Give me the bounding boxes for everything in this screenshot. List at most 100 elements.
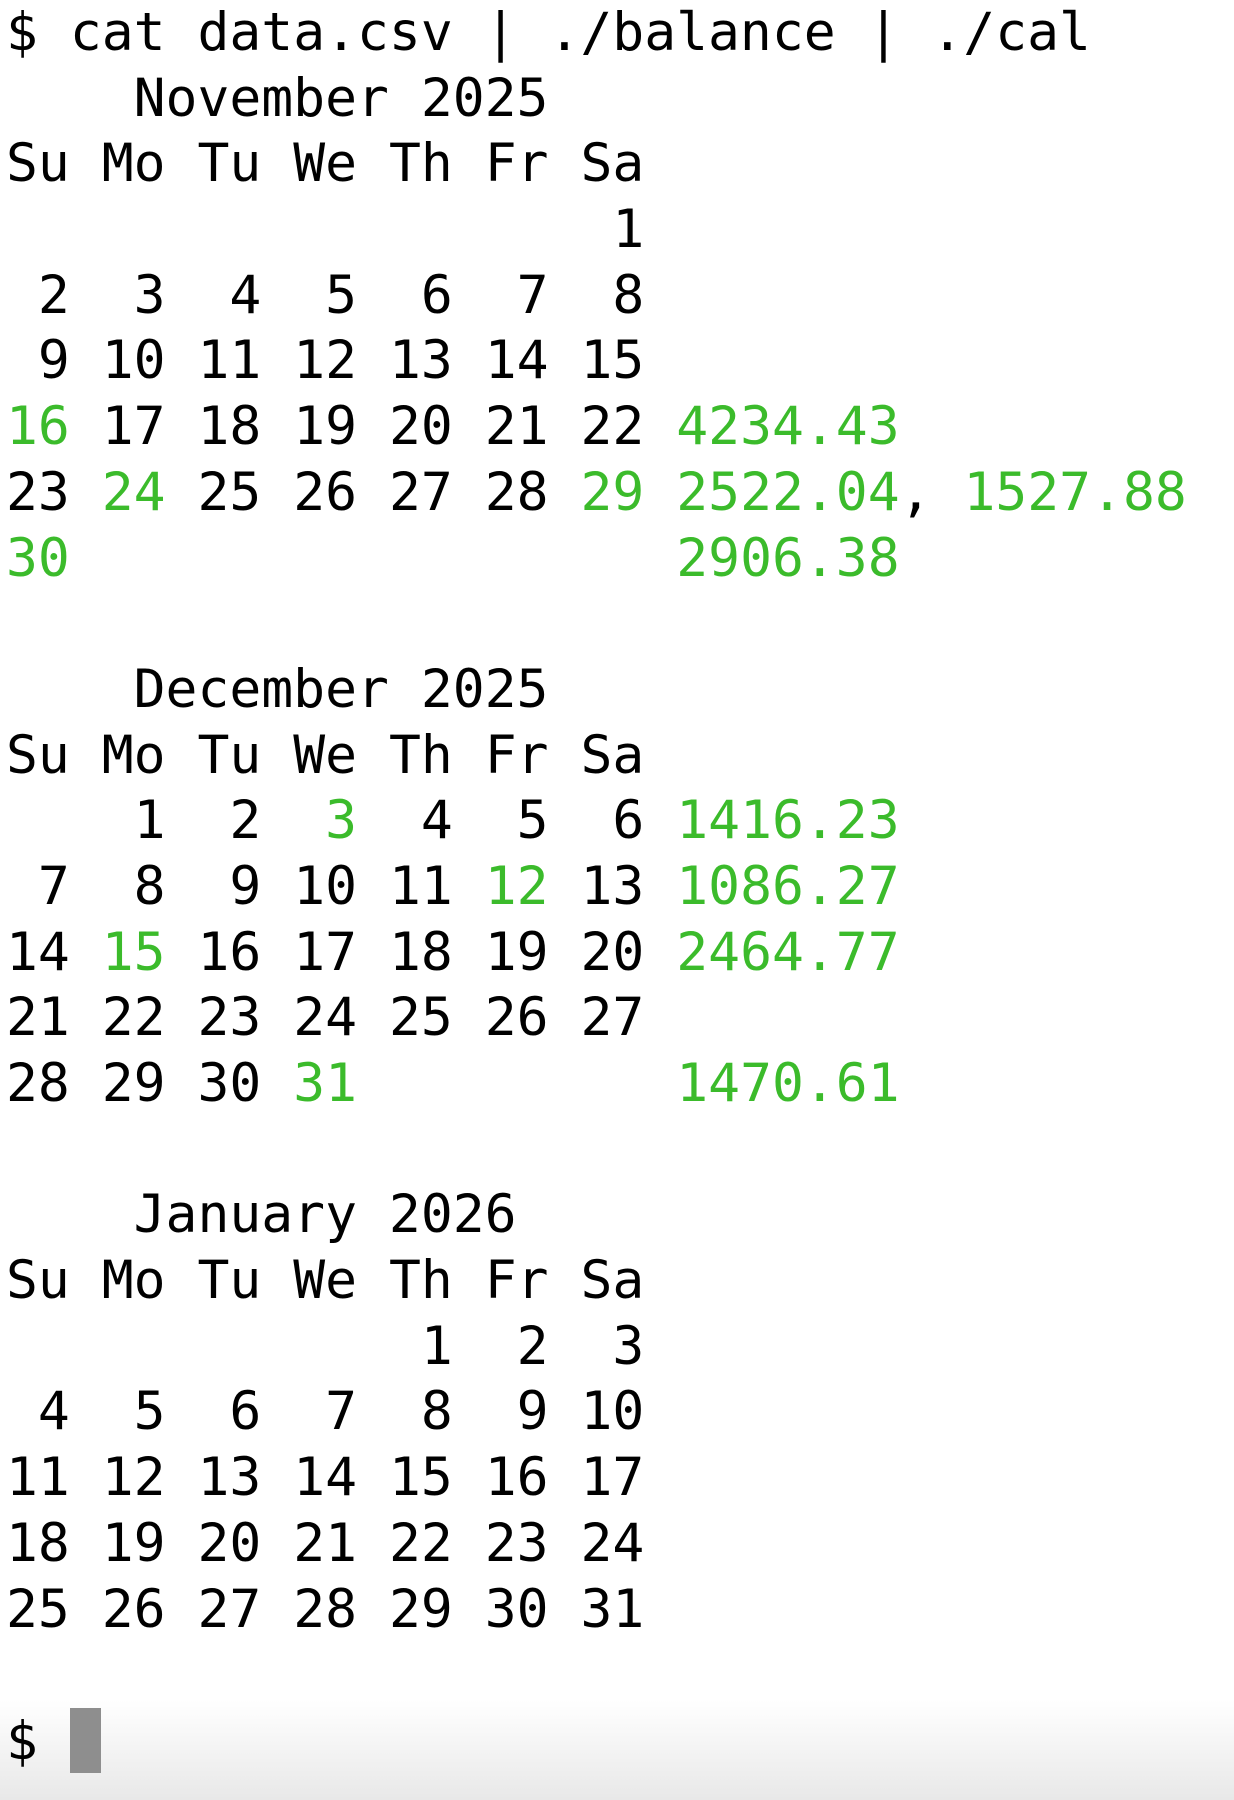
day-cell: 23 [197, 987, 262, 1049]
day-cell: 9 [197, 855, 262, 917]
balance-value: 4234.43 [676, 396, 900, 458]
week-row: 23 24 25 26 27 28 29 2522.04, 1527.88 [6, 460, 1187, 526]
weekday-label: Sa [580, 1250, 645, 1312]
weekday-label: Th [389, 133, 453, 195]
day-cell: 26 [484, 987, 549, 1049]
empty-day [389, 528, 453, 589]
empty-day [198, 1316, 262, 1377]
day-cell: 12 [101, 1447, 166, 1509]
empty-day [293, 1316, 357, 1377]
week-row: 28 29 30 31 1470.61 [6, 1051, 1187, 1117]
day-cell: 14 [484, 330, 549, 392]
empty-day [581, 528, 645, 589]
empty-day [581, 1053, 645, 1114]
weekday-label: Tu [197, 1250, 262, 1312]
week-row: 16 17 18 19 20 21 22 4234.43 [6, 394, 1187, 460]
day-cell: 8 [389, 1381, 453, 1443]
weekday-label: Th [389, 724, 453, 786]
day-cell: 18 [197, 396, 262, 458]
weekday-label: Fr [484, 1250, 549, 1312]
day-cell: 9 [484, 1381, 549, 1443]
week-row: 4 5 6 7 8 9 10 [6, 1379, 1187, 1445]
day-cell: 8 [580, 264, 645, 326]
day-cell: 2 [197, 790, 262, 852]
weekday-label: Su [6, 724, 70, 786]
month-calendar: November 2025 Su Mo Tu We Th Fr Sa 1 2 3 … [6, 66, 1187, 657]
week-row: 21 22 23 24 25 26 27 [6, 985, 1187, 1051]
day-cell: 2 [6, 264, 70, 326]
day-cell: 12 [293, 330, 358, 392]
day-cell: 24 [293, 987, 358, 1049]
day-cell-highlighted: 16 [6, 396, 70, 458]
day-cell: 17 [580, 1447, 645, 1509]
day-cell: 28 [484, 461, 549, 523]
empty-day [102, 528, 166, 589]
weekday-label: Th [389, 1250, 453, 1312]
day-cell: 7 [293, 1381, 358, 1443]
day-cell: 24 [580, 1512, 645, 1574]
day-cell: 26 [293, 461, 358, 523]
day-cell: 27 [389, 461, 453, 523]
week-row: 25 26 27 28 29 30 31 [6, 1577, 1187, 1643]
day-cell-highlighted: 30 [6, 527, 70, 589]
day-cell: 13 [580, 855, 645, 917]
day-cell: 17 [101, 396, 166, 458]
day-cell: 10 [293, 855, 358, 917]
weekday-label: We [293, 1250, 358, 1312]
week-row: 14 15 16 17 18 19 20 2464.77 [6, 920, 1187, 986]
week-row: 2 3 4 5 6 7 8 [6, 263, 1187, 329]
day-cell: 27 [197, 1578, 262, 1640]
month-title-text: January 2026 [133, 1184, 517, 1246]
prompt: $ [6, 1710, 38, 1772]
day-cell: 28 [6, 1053, 70, 1114]
week-row: 30 2906.38 [6, 526, 1187, 592]
day-cell: 28 [293, 1578, 358, 1640]
weekday-label: Tu [197, 724, 262, 786]
input-line[interactable]: $ [6, 1707, 1187, 1774]
day-cell: 20 [580, 921, 645, 983]
weekday-label: Mo [101, 724, 166, 786]
weekday-label: Su [6, 1250, 70, 1312]
weekday-label: Mo [101, 1250, 166, 1312]
balance-value: 1527.88 [963, 461, 1187, 523]
week-row: 9 10 11 12 13 14 15 [6, 328, 1187, 394]
day-cell: 26 [101, 1578, 166, 1640]
command-line: $ cat data.csv | ./balance | ./cal [6, 0, 1187, 66]
day-cell: 21 [293, 1512, 358, 1574]
day-cell: 1 [580, 199, 645, 261]
day-cell: 5 [293, 264, 358, 326]
weekday-label: Fr [484, 133, 549, 195]
terminal-output: $ cat data.csv | ./balance | ./cal Novem… [6, 0, 1187, 1774]
day-cell-highlighted: 15 [101, 921, 166, 983]
blank-line [6, 591, 1187, 657]
empty-day [102, 199, 166, 260]
balance-value: 2464.77 [676, 921, 900, 983]
day-cell-highlighted: 31 [293, 1053, 358, 1114]
month-calendar: December 2025 Su Mo Tu We Th Fr Sa 1 2 3 … [6, 657, 1187, 1183]
weekday-header: Su Mo Tu We Th Fr Sa [6, 723, 1187, 789]
day-cell: 22 [389, 1512, 453, 1574]
week-row: 11 12 13 14 15 16 17 [6, 1445, 1187, 1511]
weekday-label: Fr [484, 724, 549, 786]
empty-day [485, 1053, 549, 1114]
day-cell: 3 [101, 264, 166, 326]
day-cell: 25 [6, 1578, 70, 1640]
day-cell: 8 [101, 855, 166, 917]
day-cell: 11 [389, 855, 453, 917]
empty-day [293, 199, 357, 260]
day-cell: 4 [197, 264, 262, 326]
day-cell: 22 [101, 987, 166, 1049]
week-row: 18 19 20 21 22 23 24 [6, 1511, 1187, 1577]
day-cell: 27 [580, 987, 645, 1049]
empty-day [198, 528, 262, 589]
day-cell: 14 [293, 1447, 358, 1509]
day-cell: 13 [389, 330, 453, 392]
weekday-label: We [293, 724, 358, 786]
day-cell: 1 [389, 1315, 453, 1377]
month-title: January 2026 [6, 1182, 1187, 1248]
day-cell: 3 [580, 1315, 645, 1377]
day-cell: 9 [6, 330, 70, 392]
day-cell: 6 [197, 1381, 262, 1443]
empty-day [485, 528, 549, 589]
day-cell: 5 [484, 790, 549, 852]
